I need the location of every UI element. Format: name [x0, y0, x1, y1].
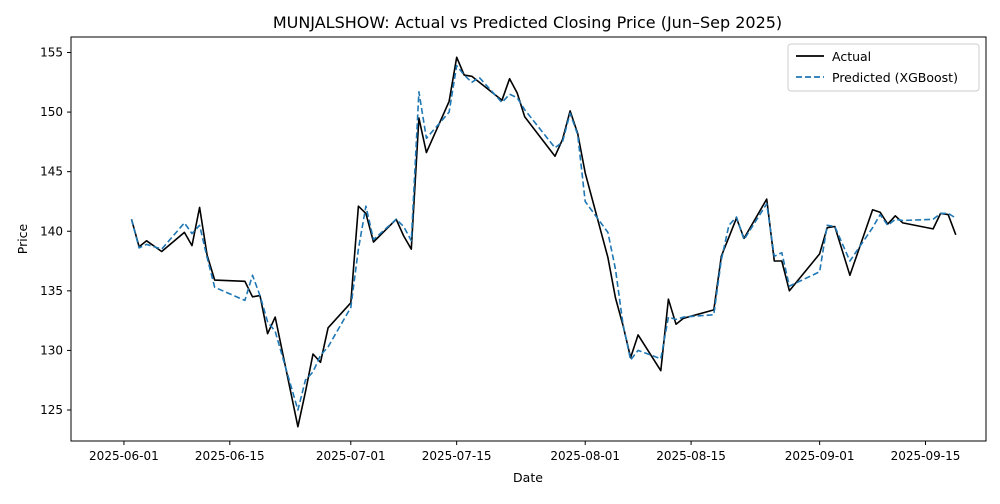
x-tick-label: 2025-06-01 — [89, 449, 159, 463]
x-tick-label: 2025-07-15 — [422, 449, 492, 463]
x-tick-label: 2025-09-15 — [891, 449, 961, 463]
legend: Actual Predicted (XGBoost) — [787, 43, 980, 92]
y-axis: 125 130 135 140 145 150 155 — [40, 45, 71, 417]
actual-price-line — [130, 56, 957, 428]
legend-box — [787, 43, 980, 92]
x-axis-label: Date — [513, 470, 543, 485]
x-tick-label: 2025-08-01 — [550, 449, 620, 463]
y-tick-label: 130 — [40, 343, 63, 357]
y-axis-label: Price — [15, 223, 30, 254]
y-tick-label: 140 — [40, 224, 63, 238]
y-tick-label: 125 — [40, 403, 63, 417]
x-axis: 2025-06-01 2025-06-15 2025-07-01 2025-07-15… — [89, 441, 960, 463]
x-tick-label: 2025-08-15 — [656, 449, 726, 463]
x-tick-label: 2025-09-01 — [785, 449, 855, 463]
x-tick-label: 2025-07-01 — [316, 449, 386, 463]
legend-actual-label: Actual — [832, 49, 871, 64]
predicted-price-line — [130, 64, 957, 411]
y-tick-label: 150 — [40, 105, 63, 119]
x-tick-label: 2025-06-15 — [195, 449, 265, 463]
plot-area — [130, 56, 957, 428]
y-tick-label: 155 — [40, 45, 63, 59]
y-tick-label: 135 — [40, 284, 63, 298]
legend-predicted-label: Predicted (XGBoost) — [832, 70, 958, 85]
plot-frame — [70, 36, 987, 442]
chart-title: MUNJALSHOW: Actual vs Predicted Closing … — [273, 13, 782, 32]
y-tick-label: 145 — [40, 165, 63, 179]
